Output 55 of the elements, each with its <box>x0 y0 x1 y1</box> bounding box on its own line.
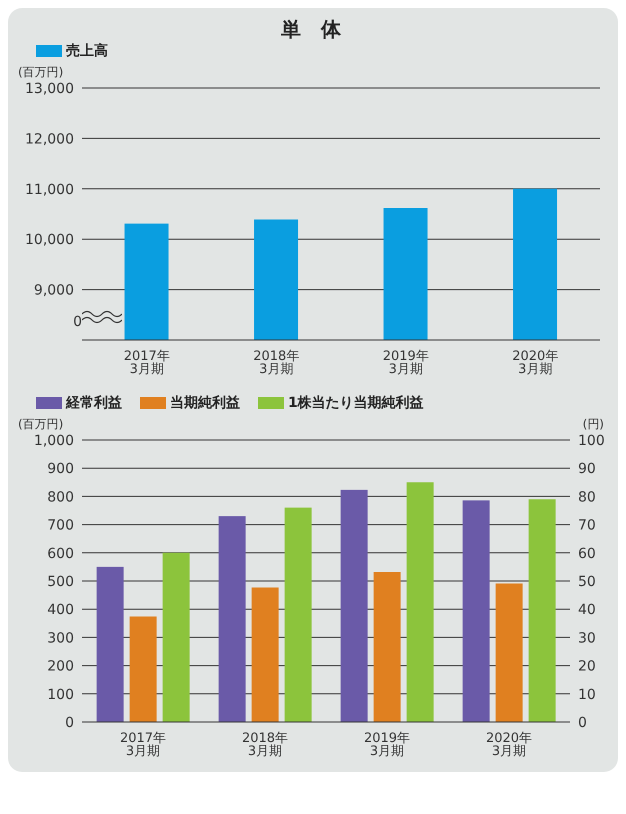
y-tick-label: 1,000 <box>34 432 74 449</box>
bar <box>374 572 401 722</box>
bar <box>528 499 556 722</box>
y2-tick-label: 20 <box>578 658 596 675</box>
y-tick-label: 200 <box>47 658 74 675</box>
x-tick-label: 2018年 3月期 <box>242 731 288 759</box>
y-tick-label: 10,000 <box>25 232 74 248</box>
y-tick-label: 0 <box>65 714 74 731</box>
y2-tick-label: 30 <box>578 630 596 646</box>
legend-label: 売上高 <box>65 42 108 60</box>
y-tick-label: 800 <box>47 489 74 506</box>
x-tick-label: 2017年 3月期 <box>124 349 170 377</box>
x-tick-label: 2017年 3月期 <box>120 731 166 759</box>
y2-tick-label: 10 <box>578 686 596 703</box>
x-tick-label: 2020年 3月期 <box>512 349 558 377</box>
bar <box>218 516 246 722</box>
x-tick-label: 2019年 3月期 <box>364 731 410 759</box>
y-tick-label: 100 <box>47 686 74 703</box>
y2-tick-label: 80 <box>578 489 596 506</box>
bar <box>340 490 368 722</box>
bar <box>406 482 434 722</box>
y2-tick-label: 0 <box>578 714 587 731</box>
x-tick-label: 2020年 3月期 <box>486 731 532 759</box>
legend-label: 経常利益 <box>64 394 122 412</box>
y-tick-label: 900 <box>47 461 74 478</box>
y-tick-label: 9,000 <box>34 282 74 299</box>
bar <box>130 616 157 722</box>
y2-tick-label: 90 <box>578 461 596 478</box>
legend-label: 1株当たり当期純利益 <box>287 394 424 412</box>
x-tick-label: 2019年 3月期 <box>382 349 429 377</box>
y-axis-title: (百万円) <box>18 416 64 433</box>
x-tick-label: 2018年 3月期 <box>253 349 300 377</box>
bar <box>162 552 190 722</box>
y-axis-title: (百万円) <box>18 64 64 81</box>
bar <box>284 508 312 722</box>
y2-tick-label: 100 <box>578 432 605 449</box>
y2-tick-label: 60 <box>578 546 596 562</box>
y2-tick-label: 50 <box>578 574 596 590</box>
y-tick-label: 400 <box>47 602 74 618</box>
y-tick-label: 12,000 <box>25 131 74 148</box>
y2-tick-label: 40 <box>578 602 596 618</box>
bar <box>96 566 124 722</box>
y2-axis-title: (円) <box>582 416 604 433</box>
y-tick-label: 500 <box>47 574 74 590</box>
y-tick-label: 700 <box>47 518 74 534</box>
y2-tick-label: 70 <box>578 518 596 534</box>
y-tick-label: 300 <box>47 630 74 646</box>
chart-title: 単 体 <box>280 16 342 43</box>
y-tick-label: 600 <box>47 546 74 562</box>
bar <box>252 587 279 722</box>
y-tick-label: 11,000 <box>25 182 74 198</box>
bar <box>496 584 523 722</box>
legend-label: 当期純利益 <box>169 394 240 412</box>
y-tick-label: 13,000 <box>25 80 74 97</box>
bar <box>462 500 490 722</box>
